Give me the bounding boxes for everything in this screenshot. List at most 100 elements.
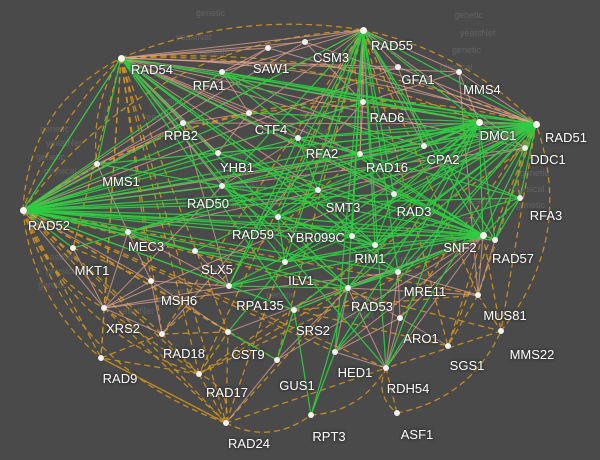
graph-node-label-rad51: RAD51 xyxy=(545,130,587,145)
graph-node-rim1[interactable] xyxy=(372,242,378,248)
graph-node-slx5[interactable] xyxy=(192,248,198,254)
graph-edge-yeastNet xyxy=(351,235,376,246)
graph-node-rad24[interactable] xyxy=(223,420,229,426)
graph-edge-genetic xyxy=(381,367,398,414)
graph-edge-yeastNet xyxy=(494,197,521,241)
graph-node-rad9[interactable] xyxy=(98,355,104,361)
graph-node-rfa2[interactable] xyxy=(295,135,301,141)
graph-node-snf2[interactable] xyxy=(479,231,487,239)
graph-edge-yeastNet xyxy=(221,71,521,199)
graph-node-aro1[interactable] xyxy=(397,315,403,321)
graph-edge-physical xyxy=(103,231,129,309)
graph-node-rad55[interactable] xyxy=(359,26,367,34)
graph-node-rpt3[interactable] xyxy=(308,412,314,418)
graph-node-saw1[interactable] xyxy=(265,45,271,51)
graph-node-label-mms4: MMS4 xyxy=(463,82,501,97)
graph-node-mms22[interactable] xyxy=(498,328,504,334)
graph-edge-yeastNet xyxy=(22,71,223,211)
graph-node-rpa135[interactable] xyxy=(226,283,232,289)
graph-edge-yeastNet xyxy=(277,216,484,236)
graph-edge-physical xyxy=(221,71,250,114)
graph-node-ctf4[interactable] xyxy=(246,110,252,116)
graph-node-mus81[interactable] xyxy=(475,292,481,298)
graph-node-csm3[interactable] xyxy=(302,39,308,45)
graph-edge-physical xyxy=(297,29,364,139)
graph-node-rad18[interactable] xyxy=(159,331,165,337)
graph-edge-genetic xyxy=(120,55,537,125)
graph-node-rad57[interactable] xyxy=(492,237,498,243)
graph-node-rad51[interactable] xyxy=(532,120,540,128)
graph-node-label-aro1: ARO1 xyxy=(403,331,439,346)
graph-edge-yeastNet xyxy=(221,185,399,273)
graph-node-rad59[interactable] xyxy=(275,214,281,220)
graph-node-mkt1[interactable] xyxy=(70,245,76,251)
graph-edge-yeastNet xyxy=(317,189,353,237)
graph-node-cpa2[interactable] xyxy=(421,143,427,149)
graph-node-ilv1[interactable] xyxy=(282,259,288,265)
graph-node-dmc1[interactable] xyxy=(475,118,483,126)
graph-node-ddc1[interactable] xyxy=(522,145,528,151)
graph-edge-yeastNet xyxy=(221,185,349,289)
graph-node-label-cpa2: CPA2 xyxy=(426,152,460,167)
graph-node-rfa1[interactable] xyxy=(219,69,225,75)
graph-edge-yeastNet xyxy=(22,152,219,211)
graph-node-mec3[interactable] xyxy=(125,229,131,235)
graph-edge-physical xyxy=(347,287,479,296)
graph-node-mms4[interactable] xyxy=(456,69,462,75)
graph-edge-yeastNet xyxy=(127,231,196,252)
graph-node-hed1[interactable] xyxy=(332,349,338,355)
graph-node-msh6[interactable] xyxy=(148,278,154,284)
graph-node-ybr099c[interactable] xyxy=(349,233,355,239)
graph-node-mre11[interactable] xyxy=(395,269,401,275)
graph-node-asf1[interactable] xyxy=(394,410,400,416)
graph-node-gus1[interactable] xyxy=(274,357,280,363)
graph-edge-physical xyxy=(22,209,105,309)
graph-node-label-gfa1: GFA1 xyxy=(401,72,435,87)
graph-node-srs2[interactable] xyxy=(291,307,297,313)
graph-edge-physical xyxy=(221,137,299,187)
graph-node-xrs2[interactable] xyxy=(101,305,107,311)
graph-node-rad53[interactable] xyxy=(345,285,351,291)
graph-node-rdh54[interactable] xyxy=(383,365,389,371)
graph-edge-genetic xyxy=(293,309,449,347)
graph-node-rad16[interactable] xyxy=(357,151,363,157)
graph-edge-physical xyxy=(120,41,306,59)
graph-node-cst9[interactable] xyxy=(225,329,231,335)
graph-edge-physical xyxy=(22,209,152,282)
graph-edge-yeastNet xyxy=(297,121,480,139)
graph-edge-physical xyxy=(359,29,364,155)
graph-edge-genetic xyxy=(100,307,105,359)
graph-node-rad6[interactable] xyxy=(360,99,366,105)
graph-edge-yeastNet xyxy=(351,121,480,237)
graph-node-rad17[interactable] xyxy=(196,371,202,377)
graph-edge-yeastNet xyxy=(277,216,349,289)
graph-edge-yeastNet xyxy=(317,29,364,191)
graph-edge-yeastNet xyxy=(362,29,484,236)
graph-node-rad52[interactable] xyxy=(19,206,27,214)
graph-node-label-mre11: MRE11 xyxy=(403,284,447,299)
graph-node-yhb1[interactable] xyxy=(215,150,221,156)
graph-node-label-rad17: RAD17 xyxy=(206,385,248,400)
graph-edge-physical xyxy=(150,280,230,287)
graph-node-smt3[interactable] xyxy=(315,187,321,193)
graph-edge-yeastNet xyxy=(22,101,364,211)
graph-edge-physical xyxy=(150,280,229,333)
graph-node-mms1[interactable] xyxy=(94,161,100,167)
graph-edge-yeastNet xyxy=(478,121,484,236)
graph-edge-yeastNet xyxy=(221,121,480,187)
graph-node-label-ilv1: ILV1 xyxy=(288,273,314,288)
graph-node-rad50[interactable] xyxy=(219,183,225,189)
graph-node-sgs1[interactable] xyxy=(445,343,451,349)
graph-edge-physical xyxy=(221,29,364,73)
graph-node-rpb2[interactable] xyxy=(180,120,186,126)
graph-node-gfa1[interactable] xyxy=(395,64,401,70)
graph-node-rad54[interactable] xyxy=(117,54,125,62)
graph-node-rad3[interactable] xyxy=(391,191,397,197)
graph-node-rfa3[interactable] xyxy=(517,195,523,201)
graph-edge-yeastNet xyxy=(359,123,537,155)
graph-node-label-rfa3: RFA3 xyxy=(529,208,563,223)
graph-edge-yeastNet xyxy=(293,234,484,311)
graph-node-label-saw1: SAW1 xyxy=(252,61,290,76)
